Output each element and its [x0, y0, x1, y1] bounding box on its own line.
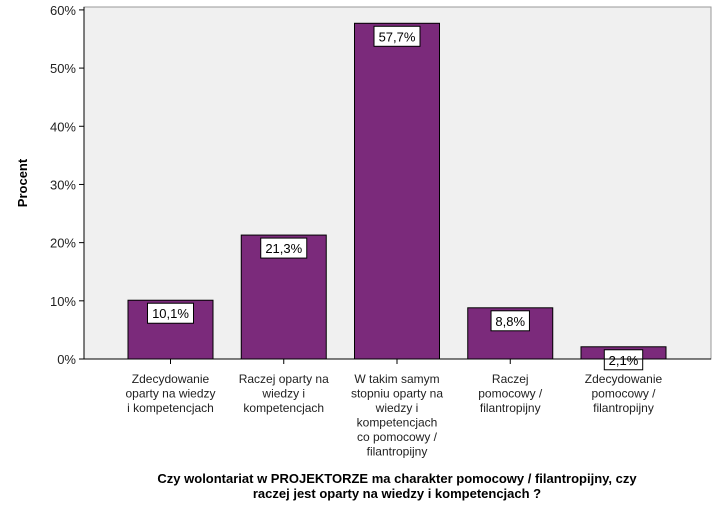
data-label-box [373, 25, 421, 47]
x-tick-label-line: kompetencjach [243, 401, 324, 415]
x-tick-label: W takim samym stopniu oparty na wiedzy i ko… [351, 372, 443, 459]
y-tick-label: 10% [50, 294, 76, 309]
data-label-box [147, 302, 194, 324]
bars: 10,1%21,3%57,7%8,8%2,1% [127, 22, 667, 371]
data-label: 57,7% [379, 29, 416, 44]
x-tick-label-line: co pomocowy / [357, 430, 438, 444]
x-tick-label-line: oparty na wiedzy [125, 387, 215, 401]
x-tick-label-line: stopniu oparty na [351, 387, 443, 401]
data-label: 8,8% [495, 314, 525, 329]
x-tick-label-line: wiedzy i [375, 401, 419, 415]
bar [354, 22, 440, 360]
data-label: 10,1% [152, 306, 189, 321]
x-tick-label-line: pomocowy / [591, 387, 656, 401]
x-tick-label-line: Raczej oparty na [239, 372, 329, 386]
x-axis-title-line: raczej jest oparty na wiedzy i kompetenc… [253, 486, 541, 501]
x-tick-label-line: W takim samym [354, 372, 439, 386]
x-tick-label: Raczej oparty na wiedzy i kompetencjach [239, 372, 329, 415]
y-tick-label: 60% [50, 3, 76, 18]
x-tick-label-line: filantropijny [480, 401, 541, 415]
x-tick-label-line: kompetencjach [357, 416, 438, 430]
data-label-box [490, 310, 530, 332]
y-tick-label: 0% [57, 352, 76, 367]
x-axis-title-line: Czy wolontariat w PROJEKTORZE ma charakt… [157, 471, 637, 486]
x-tick-label-line: wiedzy i [261, 387, 305, 401]
y-axis: 0% 10% 20% 30% 40% 50% 60% [50, 3, 85, 367]
x-tick-label-line: filantropijny [593, 401, 654, 415]
x-tick-label-line: Raczej [492, 372, 529, 386]
y-tick-label: 40% [50, 119, 76, 134]
x-tick-label: Zdecydowanie oparty na wiedzy i kompetencj… [125, 372, 215, 415]
data-label-box [260, 237, 308, 259]
y-tick-label: 50% [50, 61, 76, 76]
x-tick-label-line: Zdecydowanie [585, 372, 663, 386]
x-axis: Zdecydowanie oparty na wiedzy i kompetencj… [84, 358, 711, 459]
y-tick-label: 30% [50, 177, 76, 192]
x-tick-label-line: Zdecydowanie [132, 372, 210, 386]
x-tick-label-line: i kompetencjach [127, 401, 214, 415]
x-tick-label: Raczej pomocowy / filantropijny [478, 372, 543, 415]
data-label: 21,3% [265, 241, 302, 256]
x-tick-label: Zdecydowanie pomocowy / filantropijny [585, 372, 663, 415]
x-axis-title: Czy wolontariat w PROJEKTORZE ma charakt… [157, 471, 637, 501]
y-axis-title: Procent [15, 158, 30, 207]
x-tick-label-line: pomocowy / [478, 387, 543, 401]
y-tick-label: 20% [50, 236, 76, 251]
x-tick-label-line: filantropijny [367, 445, 428, 459]
